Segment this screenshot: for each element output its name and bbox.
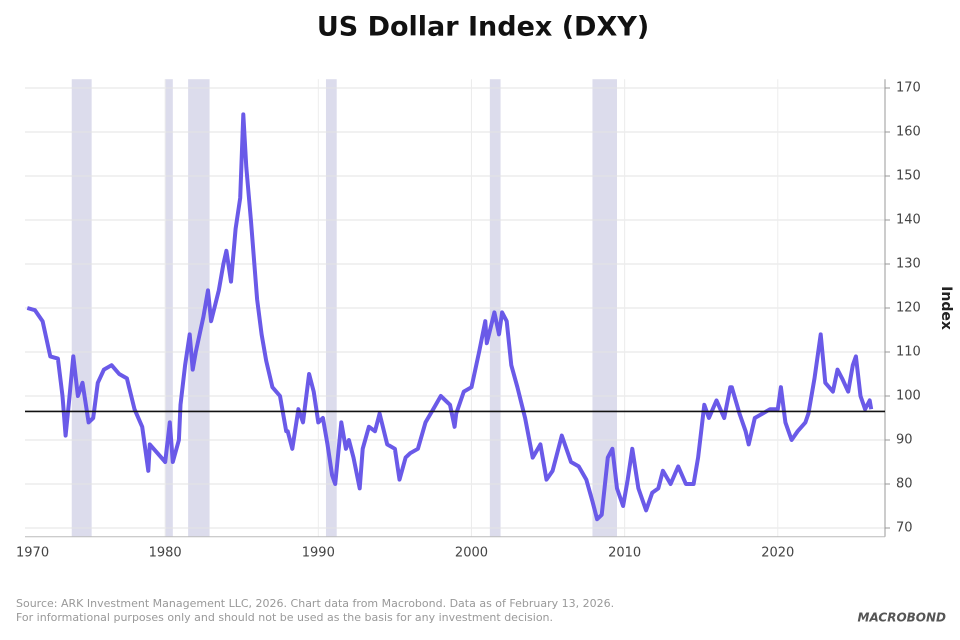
y-tick-label: 120 <box>896 301 921 316</box>
y-tick-label: 80 <box>896 477 913 492</box>
logo: MACROBOND <box>858 611 946 625</box>
y-tick-label: 70 <box>896 521 913 536</box>
y-tick-label: 150 <box>896 169 921 184</box>
x-tick-label: 1970 <box>16 545 49 560</box>
y-tick-label: 140 <box>896 213 921 228</box>
y-tick-label: 90 <box>896 433 913 448</box>
x-tick-label: 2000 <box>455 545 488 560</box>
y-tick-label: 130 <box>896 257 921 272</box>
chart-title: US Dollar Index (DXY) <box>317 12 649 43</box>
x-tick-label: 2010 <box>608 545 641 560</box>
x-tick-label: 1980 <box>149 545 182 560</box>
x-tick-label: 2020 <box>761 545 794 560</box>
disclaimer: For informational purposes only and shou… <box>16 611 553 624</box>
dxy-line <box>26 112 874 522</box>
y-tick-label: 170 <box>896 81 921 96</box>
y-tick-label: 110 <box>896 345 921 360</box>
y-tick-label: 100 <box>896 389 921 404</box>
source-note: Source: ARK Investment Management LLC, 2… <box>16 597 614 610</box>
x-tick-label: 1990 <box>302 545 335 560</box>
y-axis-label: Index <box>938 286 954 330</box>
y-tick-label: 160 <box>896 125 921 140</box>
